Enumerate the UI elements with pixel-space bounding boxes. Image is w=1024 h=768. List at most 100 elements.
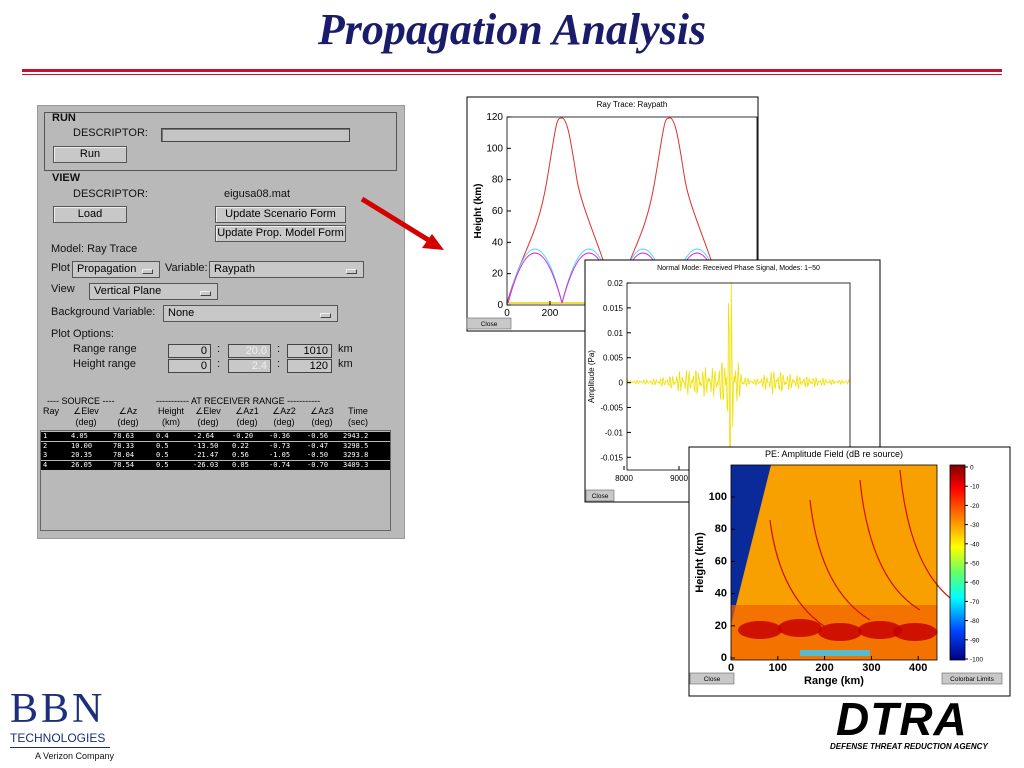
table-cell: -1.05	[269, 451, 291, 459]
table-cell: -0.36	[269, 432, 291, 440]
update-model-button[interactable]: Update Prop. Model Form	[215, 225, 346, 242]
window-button-label[interactable]: Close	[704, 676, 721, 683]
window-button[interactable]	[585, 489, 615, 502]
y-tick-label: 60	[492, 206, 504, 217]
signal	[626, 282, 850, 503]
field	[859, 479, 921, 611]
table-cell: 10.00	[71, 441, 93, 450]
table-cell: -21.47	[193, 451, 219, 459]
y-tick-label: 80	[715, 523, 727, 535]
table-cell: 2	[43, 441, 48, 450]
plot-content	[626, 282, 850, 503]
column-header: ∠Az3	[310, 406, 334, 416]
axes-box	[730, 464, 938, 661]
x-tick-label: 400	[909, 662, 927, 674]
y-tick-label: -0.005	[600, 404, 623, 413]
colorbar-tick-label: -80	[970, 618, 980, 625]
height-label: Height range	[73, 358, 136, 370]
run-button[interactable]: Run	[53, 146, 127, 163]
window-button[interactable]	[689, 672, 735, 685]
view-descriptor-value: eigusa08.mat	[224, 188, 291, 200]
height-max[interactable]: 120	[287, 359, 332, 373]
height-unit: km	[338, 358, 353, 370]
window-button[interactable]	[466, 317, 512, 330]
x-tick-label: 100	[769, 662, 787, 674]
bbn-rule	[10, 747, 110, 748]
range-label: Range range	[73, 343, 137, 355]
table-cell: 3293.8	[343, 451, 369, 459]
table-cell: 0.56	[232, 451, 249, 459]
window-button-label[interactable]: Close	[592, 493, 609, 500]
y-tick-label: 0.015	[603, 304, 624, 313]
table-cell: -0.56	[307, 432, 329, 440]
variable-dropdown[interactable]: Raypath	[209, 261, 364, 278]
background-dropdown[interactable]: None	[163, 305, 338, 322]
plot-dropdown[interactable]: Propagation	[72, 261, 160, 278]
separator: :	[277, 358, 281, 370]
column-header: (sec)	[348, 417, 368, 427]
range-max[interactable]: 1010	[287, 344, 332, 358]
view-dropdown[interactable]: Vertical Plane	[89, 283, 218, 300]
table-cell: 3298.5	[343, 441, 369, 450]
table-cell: 0.05	[232, 460, 249, 469]
x-tick-label: 300	[862, 662, 880, 674]
x-tick-label: 0	[728, 662, 734, 674]
field	[769, 519, 831, 631]
column-header: (deg)	[197, 417, 219, 427]
view-descriptor-label: DESCRIPTOR:	[73, 188, 148, 200]
table-cell: -26.03	[193, 460, 219, 469]
run-group	[44, 112, 397, 171]
curve	[614, 117, 726, 304]
table-cell: 0.5	[156, 451, 169, 459]
table-cell: -0.74	[269, 460, 291, 469]
view-label: View	[51, 283, 75, 295]
bbn-logo: BBN	[10, 686, 106, 732]
table-cell: 78.63	[113, 432, 135, 440]
column-header: ∠Elev	[195, 406, 221, 416]
height-step[interactable]: 2.4	[228, 359, 271, 373]
table-cell: 0.5	[156, 460, 169, 469]
source-group: ---- SOURCE ----	[47, 396, 115, 406]
range-min[interactable]: 0	[168, 344, 211, 358]
arrow	[360, 196, 444, 250]
colorbar-tick-label: -50	[970, 561, 980, 568]
bbn-sub: TECHNOLOGIES	[10, 731, 106, 745]
arrow-shaft	[360, 196, 432, 244]
y-tick-label: -0.015	[600, 453, 623, 462]
range-step[interactable]: 20.0	[228, 344, 271, 358]
colorbar-tick-label: -30	[970, 522, 980, 529]
update-scenario-button[interactable]: Update Scenario Form	[215, 206, 346, 223]
height-min[interactable]: 0	[168, 359, 211, 373]
range-unit: km	[338, 343, 353, 355]
curve	[506, 117, 618, 304]
table-row	[41, 451, 390, 460]
table-cell: -13.50	[193, 441, 219, 450]
field	[809, 499, 871, 621]
y-tick-label: 40	[715, 588, 727, 600]
bbn-parent: A Verizon Company	[35, 751, 115, 761]
model-label: Model: Ray Trace	[51, 243, 138, 255]
column-header: Height	[157, 406, 184, 416]
y-tick-label: 20	[492, 269, 504, 280]
load-button[interactable]: Load	[53, 206, 127, 223]
field	[893, 623, 937, 641]
plot-title: Ray Trace: Raypath	[597, 100, 668, 109]
field	[899, 469, 961, 606]
plot-options-label: Plot Options:	[51, 328, 114, 340]
y-tick-label: 120	[486, 112, 503, 123]
y-tick-label: 100	[709, 491, 727, 503]
window-button-label[interactable]: Close	[481, 321, 498, 328]
table-cell: -0.20	[232, 432, 254, 440]
dtra-logo: DTRA	[836, 693, 968, 745]
column-header: (deg)	[75, 417, 97, 427]
run-descriptor-input[interactable]	[161, 128, 350, 142]
window-button-label[interactable]: Colorbar Limits	[950, 676, 994, 683]
separator: :	[277, 343, 281, 355]
pe-window: PE: Amplitude Field (dB re source) 0 20 40 6…	[688, 446, 1011, 697]
background-label: Background Variable:	[51, 306, 156, 318]
colorbar-tick-label: -20	[970, 503, 980, 510]
y-tick-label: 0	[619, 379, 624, 388]
window-button[interactable]	[941, 672, 1003, 685]
